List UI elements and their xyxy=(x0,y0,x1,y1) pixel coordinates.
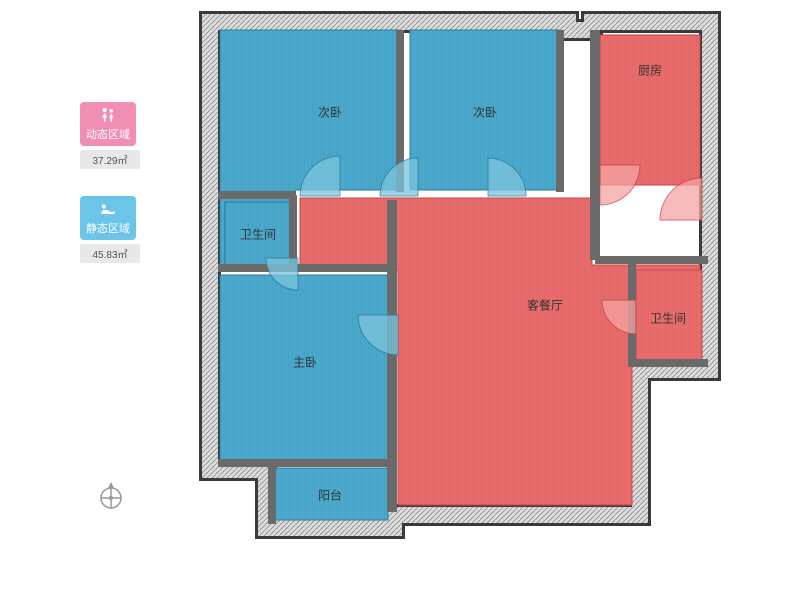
legend-static-icon: 静态区域 xyxy=(80,196,136,240)
label-balcony: 阳台 xyxy=(318,487,342,504)
legend-static: 静态区域 45.83㎡ xyxy=(80,196,140,263)
label-bedroom2: 次卧 xyxy=(473,104,497,121)
legend-dynamic-title: 动态区域 xyxy=(86,126,130,142)
legend-static-value: 45.83㎡ xyxy=(80,244,140,263)
label-bath1: 卫生间 xyxy=(240,226,276,243)
legend-dynamic-value: 37.29㎡ xyxy=(80,150,140,169)
label-master: 主卧 xyxy=(293,354,317,371)
people-icon xyxy=(98,106,118,124)
legend-dynamic: 动态区域 37.29㎡ xyxy=(80,102,140,169)
legend-static-title: 静态区域 xyxy=(86,220,130,236)
label-bath2: 卫生间 xyxy=(650,310,686,327)
room-kitchen xyxy=(600,35,700,185)
legend-dynamic-icon: 动态区域 xyxy=(80,102,136,146)
compass-icon xyxy=(95,480,127,512)
rest-icon xyxy=(98,200,118,218)
label-kitchen: 厨房 xyxy=(638,62,662,79)
label-living: 客餐厅 xyxy=(527,297,563,314)
label-bedroom1: 次卧 xyxy=(318,104,342,121)
